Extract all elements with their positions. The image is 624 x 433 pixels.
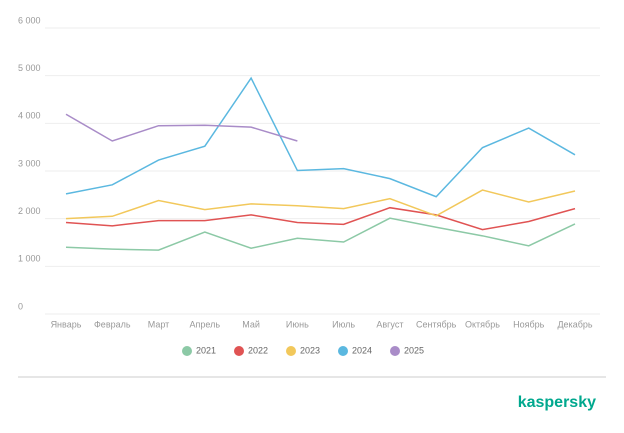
y-tick-label: 5 000	[18, 63, 41, 73]
x-tick-label: Апрель	[190, 319, 221, 329]
x-tick-label: Июль	[332, 319, 355, 329]
x-tick-label: Март	[148, 319, 170, 329]
x-tick-label: Ноябрь	[513, 319, 545, 329]
x-tick-label: Июнь	[286, 319, 309, 329]
brand-logo: kaspersky	[518, 394, 596, 411]
x-tick-label: Август	[376, 319, 403, 329]
y-tick-label: 3 000	[18, 158, 41, 168]
legend-label: 2024	[352, 345, 372, 355]
legend-marker	[338, 346, 348, 356]
y-tick-label: 6 000	[18, 15, 41, 25]
legend-marker	[286, 346, 296, 356]
legend-marker	[182, 346, 192, 356]
x-tick-label: Май	[242, 319, 260, 329]
legend-label: 2021	[196, 345, 216, 355]
legend-marker	[390, 346, 400, 356]
legend-label: 2022	[248, 345, 268, 355]
x-tick-label: Сентябрь	[416, 319, 457, 329]
x-tick-label: Январь	[51, 319, 82, 329]
x-tick-label: Февраль	[94, 319, 131, 329]
legend-label: 2023	[300, 345, 320, 355]
legend-label: 2025	[404, 345, 424, 355]
legend-marker	[234, 346, 244, 356]
x-tick-label: Декабрь	[557, 319, 592, 329]
y-tick-label: 1 000	[18, 254, 41, 264]
series-line	[65, 206, 576, 231]
series-line	[65, 189, 576, 220]
x-tick-label: Октябрь	[465, 319, 500, 329]
y-tick-label: 0	[18, 301, 23, 311]
y-tick-label: 2 000	[18, 206, 41, 216]
series-line	[65, 113, 298, 142]
series-line	[65, 76, 576, 198]
y-tick-label: 4 000	[18, 111, 41, 121]
series-line	[65, 217, 576, 251]
